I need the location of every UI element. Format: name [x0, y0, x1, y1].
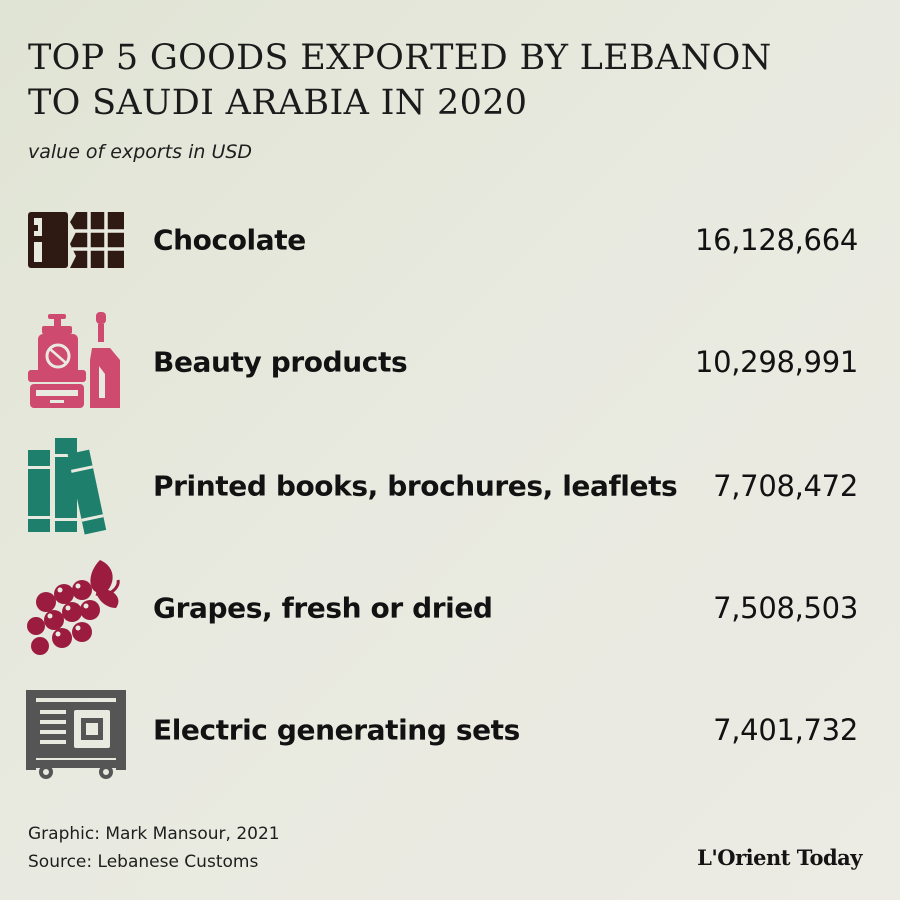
chart-title-line-2: TO SAUDI ARABIA IN 2020: [28, 83, 528, 123]
export-row-grapes: Grapes, fresh or dried 7,508,503: [0, 558, 900, 658]
value-label: 16,128,664: [694, 223, 858, 257]
lorient-today-logo: L'Orient Today: [697, 845, 862, 870]
books-icon: [28, 438, 107, 535]
book-1: [28, 450, 50, 532]
chocolate-bar-icon: [28, 212, 124, 268]
chart-title: TOP 5 GOODS EXPORTED BY LEBANON TO SAUDI…: [28, 36, 888, 126]
export-row-printed-books: Printed books, brochures, leaflets 7,708…: [0, 436, 900, 536]
category-label: Electric generating sets: [153, 713, 520, 747]
credits: Graphic: Mark Mansour, 2021 Source: Leba…: [28, 820, 280, 876]
chocolate-bar-left: [28, 212, 68, 268]
generator-icon: [26, 690, 126, 779]
grape-tendril: [95, 579, 120, 597]
grapes-icon: [27, 560, 120, 655]
category-label: Chocolate: [153, 223, 306, 257]
grape-leaf: [90, 560, 119, 608]
cream-jar: [28, 370, 86, 408]
grape-berries: [27, 580, 100, 655]
export-row-generators: Electric generating sets 7,401,732: [0, 680, 900, 780]
source-credit: Source: Lebanese Customs: [28, 852, 259, 872]
value-label: 7,508,503: [713, 591, 858, 625]
beauty-products-icon: [28, 312, 120, 408]
value-label: 10,298,991: [694, 345, 858, 379]
chart-title-line-1: TOP 5 GOODS EXPORTED BY LEBANON: [28, 38, 772, 78]
graphic-credit: Graphic: Mark Mansour, 2021: [28, 824, 280, 844]
book-3: [67, 449, 107, 535]
category-label: Grapes, fresh or dried: [153, 591, 493, 625]
grape-highlights: [47, 583, 89, 637]
value-label: 7,708,472: [713, 469, 858, 503]
dropper-bottle: [90, 312, 120, 408]
book-2: [55, 438, 77, 532]
category-label: Beauty products: [153, 345, 408, 379]
chocolate-bar-right: [70, 212, 124, 268]
category-label: Printed books, brochures, leaflets: [153, 469, 678, 503]
export-row-beauty-products: Beauty products 10,298,991: [0, 312, 900, 412]
value-label: 7,401,732: [713, 713, 858, 747]
pump-bottle: [38, 314, 78, 374]
export-row-chocolate: Chocolate 16,128,664: [0, 190, 900, 290]
chart-subtitle: value of exports in USD: [28, 141, 253, 163]
chocolate-grid: [72, 212, 124, 268]
